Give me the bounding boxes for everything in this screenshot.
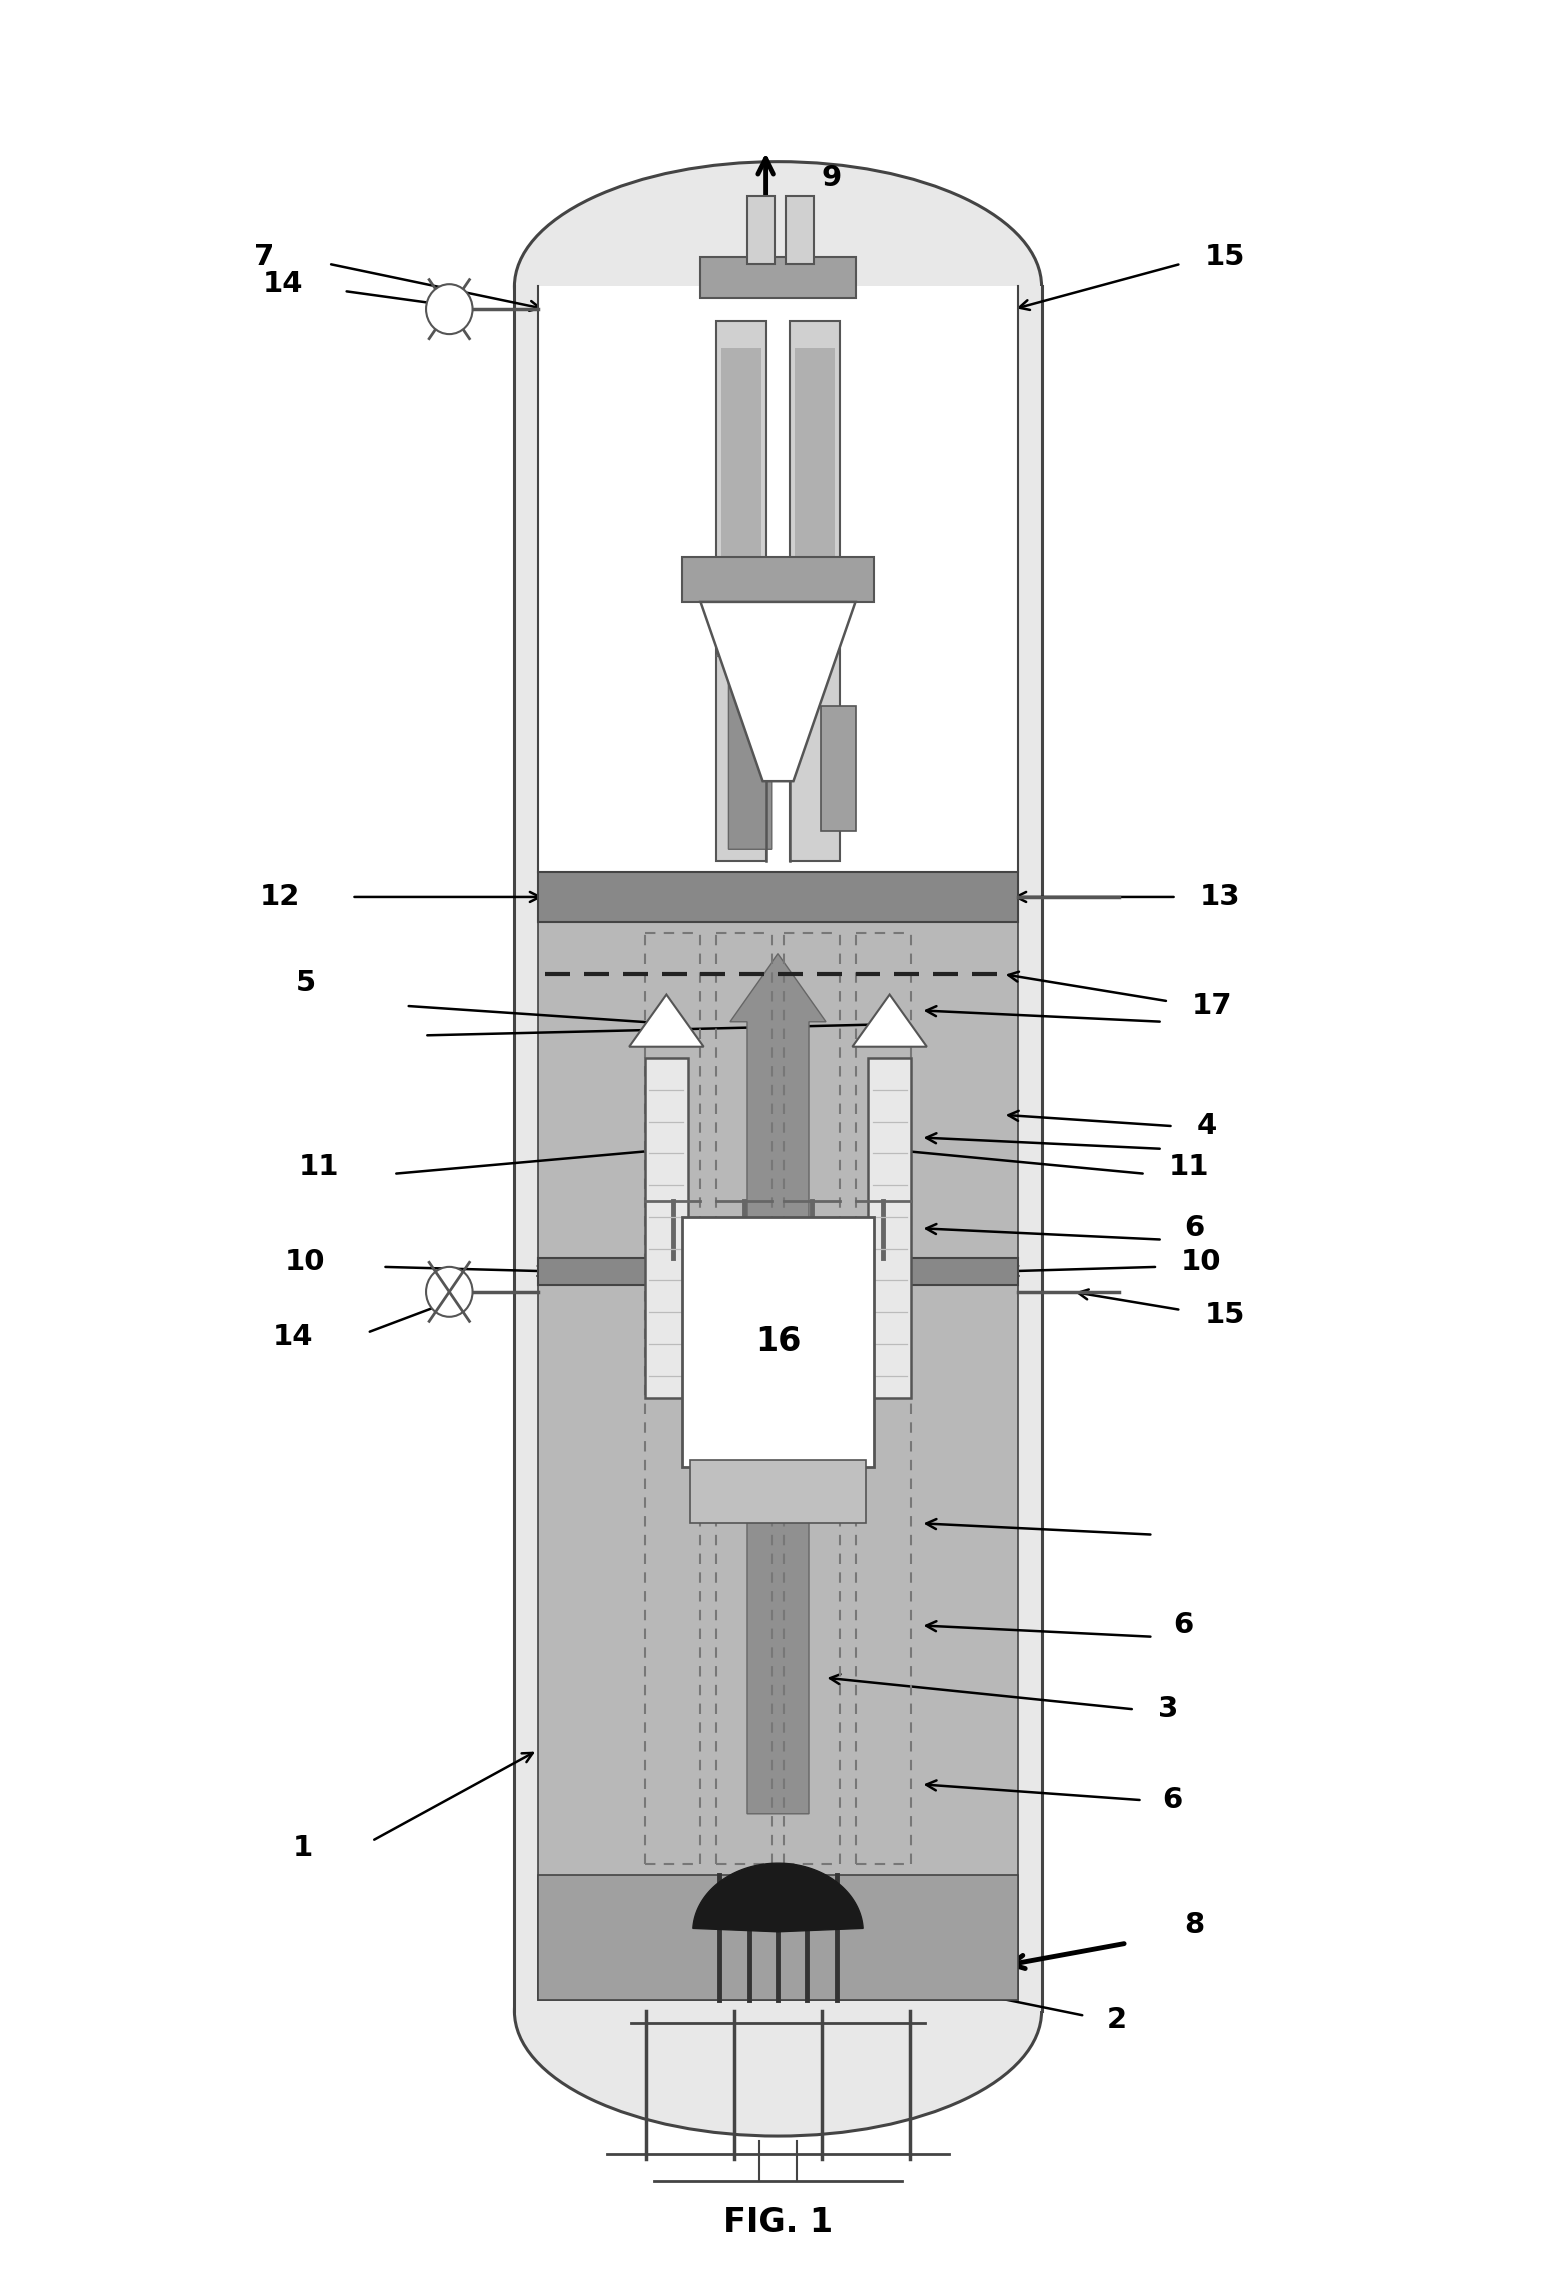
FancyArrow shape	[730, 1304, 826, 1813]
Text: 6: 6	[1162, 1786, 1183, 1813]
Text: 11: 11	[1169, 1153, 1209, 1181]
Text: 2: 2	[1106, 2007, 1127, 2034]
Text: 15: 15	[1204, 243, 1245, 271]
FancyArrow shape	[730, 953, 826, 1238]
Bar	[682, 557, 874, 603]
Text: 6: 6	[1173, 1611, 1193, 1640]
Text: 8: 8	[1184, 1911, 1204, 1938]
Text: 10: 10	[1181, 1249, 1221, 1276]
Polygon shape	[692, 1863, 864, 1931]
Text: 15: 15	[1204, 1301, 1245, 1329]
Bar	[868, 1058, 912, 1399]
Bar	[822, 705, 856, 830]
Bar	[795, 348, 836, 617]
Text: 17: 17	[1192, 992, 1232, 1019]
Bar	[689, 1461, 867, 1524]
Text: 1: 1	[293, 1834, 313, 1861]
Bar	[790, 321, 840, 860]
Polygon shape	[629, 994, 703, 1046]
Text: 10: 10	[285, 1249, 325, 1276]
Text: FIG. 1: FIG. 1	[724, 2207, 832, 2239]
Bar	[515, 287, 1041, 2011]
Text: 3: 3	[1158, 1695, 1178, 1724]
Bar	[720, 348, 761, 617]
Text: 7: 7	[254, 243, 274, 271]
Text: 5: 5	[296, 969, 316, 996]
Text: 4: 4	[1197, 1112, 1217, 1140]
Bar	[644, 1058, 688, 1399]
Text: 12: 12	[260, 883, 300, 910]
Ellipse shape	[426, 1267, 473, 1317]
Text: 6: 6	[1184, 1215, 1204, 1242]
Bar	[700, 257, 856, 298]
Polygon shape	[853, 994, 927, 1046]
Bar	[747, 196, 775, 264]
Bar	[515, 287, 1041, 2011]
FancyArrow shape	[716, 607, 784, 849]
Bar	[538, 1875, 1018, 2000]
Text: 11: 11	[299, 1153, 339, 1181]
Text: 16: 16	[832, 676, 873, 705]
Text: 14: 14	[272, 1324, 313, 1351]
Bar	[716, 321, 766, 860]
Text: 14: 14	[263, 271, 303, 298]
Polygon shape	[700, 603, 856, 780]
Bar	[538, 871, 1018, 921]
Bar	[538, 1258, 1018, 1285]
Bar	[538, 871, 1018, 2000]
Text: 13: 13	[1200, 883, 1240, 910]
Bar	[538, 287, 1018, 871]
Bar	[786, 196, 814, 264]
Bar	[682, 1217, 874, 1467]
Ellipse shape	[515, 1886, 1041, 2136]
Text: 9: 9	[822, 164, 842, 191]
Ellipse shape	[515, 162, 1041, 412]
Ellipse shape	[426, 284, 473, 334]
Text: 16: 16	[755, 1326, 801, 1358]
